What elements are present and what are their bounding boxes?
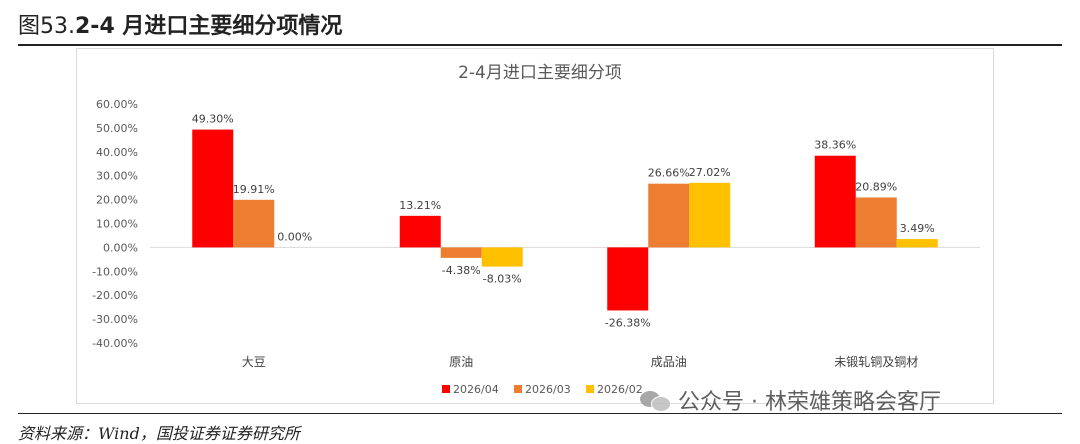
legend-label: 2026/02 bbox=[597, 383, 643, 396]
x-tick-label: 大豆 bbox=[242, 355, 266, 369]
bar bbox=[233, 199, 275, 248]
x-axis: 大豆 原油 成品油 未锻轧铜及铜材 bbox=[242, 354, 919, 369]
figure-title: 2-4 月进口主要细分项情况 bbox=[75, 14, 343, 39]
figure-header: 图53. 2-4 月进口主要细分项情况 bbox=[18, 8, 343, 39]
y-tick-label: -30.00% bbox=[92, 313, 138, 326]
y-tick-label: 60.00% bbox=[96, 98, 138, 111]
y-tick-label: 20.00% bbox=[96, 194, 138, 207]
bar-series: 49.30% 19.91% 0.00% 13.21% -4.38%-8.03% -26.3… bbox=[192, 113, 938, 329]
y-tick-label: 10.00% bbox=[96, 218, 138, 231]
x-tick-label: 原油 bbox=[449, 355, 473, 369]
chart-title: 2-4月进口主要细分项 bbox=[458, 63, 622, 83]
watermark-text: 公众号 · 林荣雄策略会客厅 bbox=[678, 390, 941, 415]
y-tick-label: 50.00% bbox=[96, 122, 138, 135]
bar bbox=[399, 215, 441, 248]
x-tick-label: 未锻轧铜及铜材 bbox=[834, 354, 918, 369]
figure-number: 图53. bbox=[18, 14, 75, 39]
bar bbox=[855, 197, 897, 248]
data-label: -26.38% bbox=[605, 316, 651, 329]
watermark: 公众号 · 林荣雄策略会客厅 bbox=[640, 384, 941, 416]
bar bbox=[440, 247, 482, 258]
wechat-icon bbox=[640, 387, 671, 413]
y-tick-label: -20.00% bbox=[92, 289, 138, 302]
legend-swatch bbox=[442, 385, 450, 393]
chart-legend: 2026/04 2026/03 2026/02 bbox=[442, 383, 643, 396]
legend-swatch bbox=[586, 385, 594, 393]
y-tick-label: -40.00% bbox=[92, 337, 138, 350]
bar bbox=[192, 129, 234, 248]
data-label: -4.38% bbox=[442, 264, 481, 277]
y-tick-label: 40.00% bbox=[96, 146, 138, 159]
legend-label: 2026/03 bbox=[525, 383, 571, 396]
y-tick-label: 30.00% bbox=[96, 170, 138, 183]
bar bbox=[896, 239, 938, 248]
bar bbox=[814, 155, 856, 248]
data-label: 19.91% bbox=[233, 183, 275, 196]
y-tick-label: 0.00% bbox=[103, 241, 138, 254]
data-label: 20.89% bbox=[855, 180, 897, 193]
legend-label: 2026/04 bbox=[453, 383, 499, 396]
bar bbox=[648, 183, 690, 248]
y-axis: 60.00% 50.00% 40.00% 30.00% 20.00% 10.00% 0.00… bbox=[92, 98, 980, 350]
data-label: 26.66% bbox=[648, 167, 690, 180]
data-label: 13.21% bbox=[399, 199, 441, 212]
footer-rule bbox=[18, 413, 1062, 414]
bar bbox=[481, 247, 523, 267]
y-tick-label: -10.00% bbox=[92, 265, 138, 278]
data-label: -8.03% bbox=[483, 273, 522, 286]
data-label: 27.02% bbox=[689, 166, 731, 179]
legend-swatch bbox=[514, 385, 522, 393]
x-tick-label: 成品油 bbox=[651, 355, 687, 369]
bar bbox=[607, 247, 649, 311]
data-label: 0.00% bbox=[277, 230, 312, 243]
chart-frame bbox=[76, 48, 994, 404]
bar bbox=[689, 182, 731, 248]
data-label: 49.30% bbox=[192, 113, 234, 126]
data-label: 38.36% bbox=[814, 139, 856, 152]
header-rule bbox=[18, 44, 1062, 46]
data-label: 3.49% bbox=[900, 222, 935, 235]
source-note: 资料来源：Wind，国投证券证券研究所 bbox=[18, 424, 300, 443]
